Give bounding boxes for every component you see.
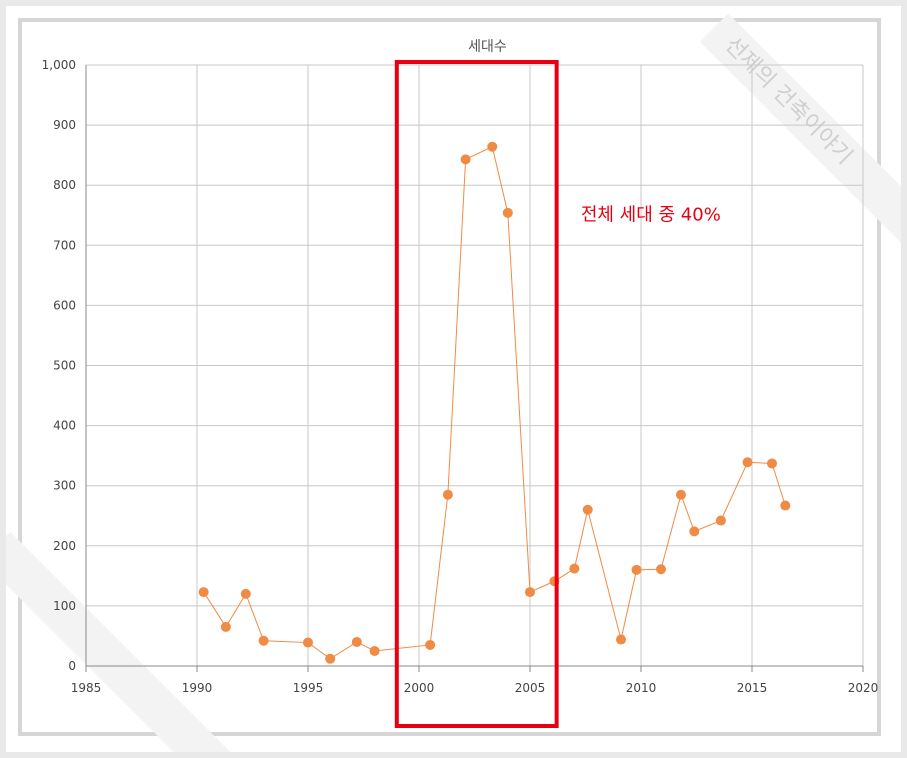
y-tick-label: 0: [68, 659, 76, 673]
image-frame: 선제의 건축이야기 세대수 1985 1990 1995 2000 2005 2010 20…: [6, 6, 901, 752]
data-point: [675, 489, 686, 500]
data-point: [631, 564, 642, 575]
line-chart: 선제의 건축이야기 세대수 1985 1990 1995 2000 2005 2010 20…: [6, 13, 901, 752]
y-tick-label: 400: [53, 419, 76, 433]
watermark-bottom: [6, 531, 244, 752]
data-point: [220, 621, 231, 632]
x-tick-label: 1985: [71, 681, 102, 695]
data-point: [569, 563, 580, 574]
data-point: [715, 515, 726, 526]
data-point: [303, 637, 313, 648]
data-point: [525, 587, 535, 598]
data-point: [258, 635, 269, 646]
y-tick-label: 800: [53, 178, 76, 192]
watermark-top: 선제의 건축이야기: [699, 13, 901, 276]
y-tick-label: 700: [53, 238, 76, 252]
x-tick-label: 2015: [737, 681, 768, 695]
x-tick-label: 2000: [404, 681, 435, 695]
x-tick-label: 1995: [293, 681, 324, 695]
annotation-text: 전체 세대 중 40%: [581, 204, 721, 225]
data-point: [582, 504, 593, 515]
data-point: [487, 141, 498, 152]
y-tick-label: 1,000: [42, 58, 76, 72]
data-point: [351, 636, 362, 647]
data-point: [766, 458, 777, 469]
y-axis-ticks: 0 100 200 300 400 500 600 700 800 900 1,000: [42, 58, 76, 673]
highlight-box: [394, 60, 559, 728]
x-axis-ticks: 1985 1990 1995 2000 2005 2010 2015 2020: [71, 681, 879, 695]
data-point: [369, 645, 380, 656]
data-point: [325, 653, 336, 664]
axes: [85, 65, 864, 672]
data-point: [442, 489, 453, 500]
x-tick-label: 2010: [626, 681, 657, 695]
y-tick-label: 600: [53, 298, 76, 312]
data-point: [460, 154, 471, 165]
x-tick-label: 1990: [182, 681, 213, 695]
grid-lines: [85, 64, 864, 667]
x-tick-label: 2005: [515, 681, 546, 695]
x-tick-label: 2020: [848, 681, 879, 695]
data-point: [425, 639, 436, 650]
data-point: [742, 457, 753, 468]
data-point: [689, 526, 700, 537]
y-tick-label: 300: [53, 479, 76, 493]
y-tick-label: 900: [53, 118, 76, 132]
data-point: [616, 634, 627, 645]
chart-title: 세대수: [468, 39, 507, 55]
data-series: [198, 141, 791, 664]
data-point: [198, 587, 209, 598]
data-point: [780, 500, 791, 511]
data-point: [240, 588, 251, 599]
data-point: [655, 564, 666, 575]
y-tick-label: 100: [53, 599, 76, 613]
chart-border: [18, 18, 881, 736]
data-point: [502, 207, 513, 218]
y-tick-label: 500: [53, 359, 76, 373]
y-tick-label: 200: [53, 539, 76, 553]
watermark-text: 선제의 건축이야기: [720, 33, 857, 170]
